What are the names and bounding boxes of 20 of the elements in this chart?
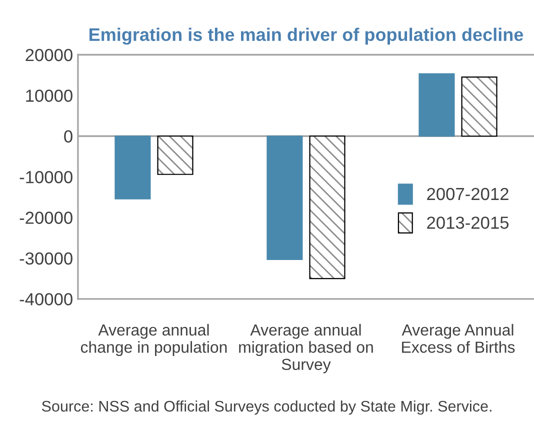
- chart-title: Emigration is the main driver of population decline: [90, 28, 524, 45]
- y-tick-label: -40000: [20, 293, 72, 306]
- legend-label: 2007-2012: [427, 188, 508, 200]
- bar: [157, 136, 194, 175]
- y-tick-label: 10000: [26, 90, 72, 102]
- bar: [266, 136, 303, 260]
- bar: [309, 136, 346, 280]
- bar: [114, 136, 151, 200]
- x-tick-label: Average Annual Excess of Births: [402, 324, 515, 353]
- y-tick-label: -20000: [20, 212, 72, 224]
- source-note: Source: NSS and Official Surveys coducted by State Migr. Service.: [42, 400, 492, 415]
- y-tick-label: 20000: [26, 48, 72, 62]
- x-tick-label: Average annual migration based on Survey: [239, 324, 373, 374]
- y-tick-label: -10000: [20, 170, 72, 184]
- bar: [461, 76, 498, 137]
- x-tick-label: Average annual change in population: [80, 324, 227, 356]
- y-tick-label: -30000: [20, 252, 72, 265]
- legend-label: 2013-2015: [427, 216, 509, 229]
- bar: [418, 73, 455, 137]
- y-tick-label: 0: [64, 130, 72, 143]
